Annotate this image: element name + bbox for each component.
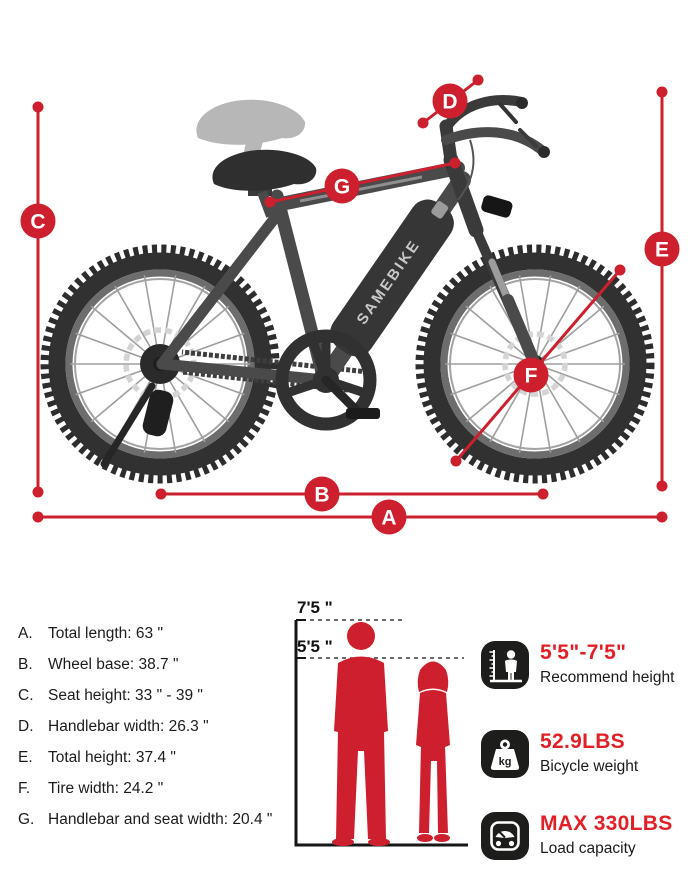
spec-letter: B. <box>18 656 33 673</box>
marker-letter-e: E <box>655 239 669 262</box>
battery-pack: SAMEBIKE <box>330 199 454 357</box>
bicycle-weight-value: 52.9LBS <box>540 730 625 753</box>
brake-lever-2 <box>518 128 538 148</box>
marker-letter-g: G <box>334 176 350 199</box>
svg-text:kg: kg <box>499 756 512 768</box>
brake-lever <box>498 102 518 124</box>
spec-letter: C. <box>18 687 34 704</box>
bike-measurement-diagram: SAMEBIKE C <box>20 74 680 535</box>
measurement-E: E <box>644 86 680 492</box>
marker-letter-a: A <box>381 507 396 530</box>
spec-item: G. Handlebar and seat width: 20.4 " <box>18 804 272 835</box>
marker-letter-f: F <box>525 365 538 388</box>
recommend-height-value: 5'5"-7'5" <box>540 641 627 664</box>
kickstand <box>100 382 156 468</box>
woman-silhouette <box>416 661 450 842</box>
measurement-C: C <box>20 101 56 498</box>
spec-letter: D. <box>18 718 34 735</box>
upper-height-label: 7'5 " <box>297 598 333 617</box>
spec-text: Tire width: 24.2 " <box>48 780 164 797</box>
measurement-G: G <box>264 157 461 208</box>
measurement-F: F <box>450 264 626 467</box>
crankset <box>275 329 380 431</box>
ghost-seat <box>196 99 306 145</box>
pedal <box>346 408 380 419</box>
spec-text: Handlebar width: 26.3 " <box>48 718 209 735</box>
spec-item: C. Seat height: 33 " - 39 " <box>18 680 272 711</box>
spec-text: Total length: 63 " <box>48 625 163 642</box>
spec-letter: A. <box>18 625 33 642</box>
spec-text: Total height: 37.4 " <box>48 749 176 766</box>
top-tube-decal <box>299 175 423 203</box>
info-bicycle-weight: kg 52.9LBS Bicycle weight <box>481 730 638 778</box>
spec-item: F. Tire width: 24.2 " <box>18 773 272 804</box>
recommend-height-label: Recommend height <box>540 669 675 686</box>
rear-derailleur <box>142 389 174 437</box>
spec-letter: G. <box>18 811 35 828</box>
spec-text: Handlebar and seat width: 20.4 " <box>48 811 273 828</box>
spec-item: B. Wheel base: 38.7 " <box>18 649 272 680</box>
info-recommend-height: 5'5"-7'5" Recommend height <box>481 641 674 689</box>
spec-text: Seat height: 33 " - 39 " <box>48 687 203 704</box>
spec-item: E. Total height: 37.4 " <box>18 742 272 773</box>
measurement-B: B <box>155 476 549 512</box>
spec-letter: E. <box>18 749 33 766</box>
marker-letter-b: B <box>314 484 329 507</box>
spec-item: A. Total length: 63 " <box>18 618 272 649</box>
handlebar-far <box>441 95 527 133</box>
marker-letter-c: C <box>30 211 45 234</box>
measurement-D: D <box>417 74 484 129</box>
bicycle-weight-label: Bicycle weight <box>540 758 639 775</box>
load-capacity-value: MAX 330LBS <box>540 812 673 835</box>
spec-text: Wheel base: 38.7 " <box>48 656 179 673</box>
chart-axis <box>294 620 468 847</box>
info-load-capacity: MAX 330LBS Load capacity <box>481 812 673 860</box>
lower-height-label: 5'5 " <box>297 637 333 656</box>
spec-letter: F. <box>18 780 31 797</box>
front-assembly <box>439 95 550 370</box>
headlight <box>481 195 513 218</box>
ghost-seat-post <box>243 132 265 156</box>
scale-icon <box>481 812 529 860</box>
kg-weight-icon: kg <box>481 730 529 778</box>
height-ruler-icon <box>481 641 529 689</box>
load-capacity-label: Load capacity <box>540 840 636 857</box>
brake-cable <box>457 139 475 201</box>
marker-letter-d: D <box>442 91 457 114</box>
measurement-A: A <box>32 499 668 535</box>
height-comparison-chart: 7'5 " 5'5 " <box>282 593 482 862</box>
front-disc-rotor <box>502 331 568 397</box>
man-silhouette <box>332 622 390 846</box>
spec-item: D. Handlebar width: 26.3 " <box>18 711 272 742</box>
spec-list: A. Total length: 63 " B. Wheel base: 38.7 … <box>18 618 272 835</box>
